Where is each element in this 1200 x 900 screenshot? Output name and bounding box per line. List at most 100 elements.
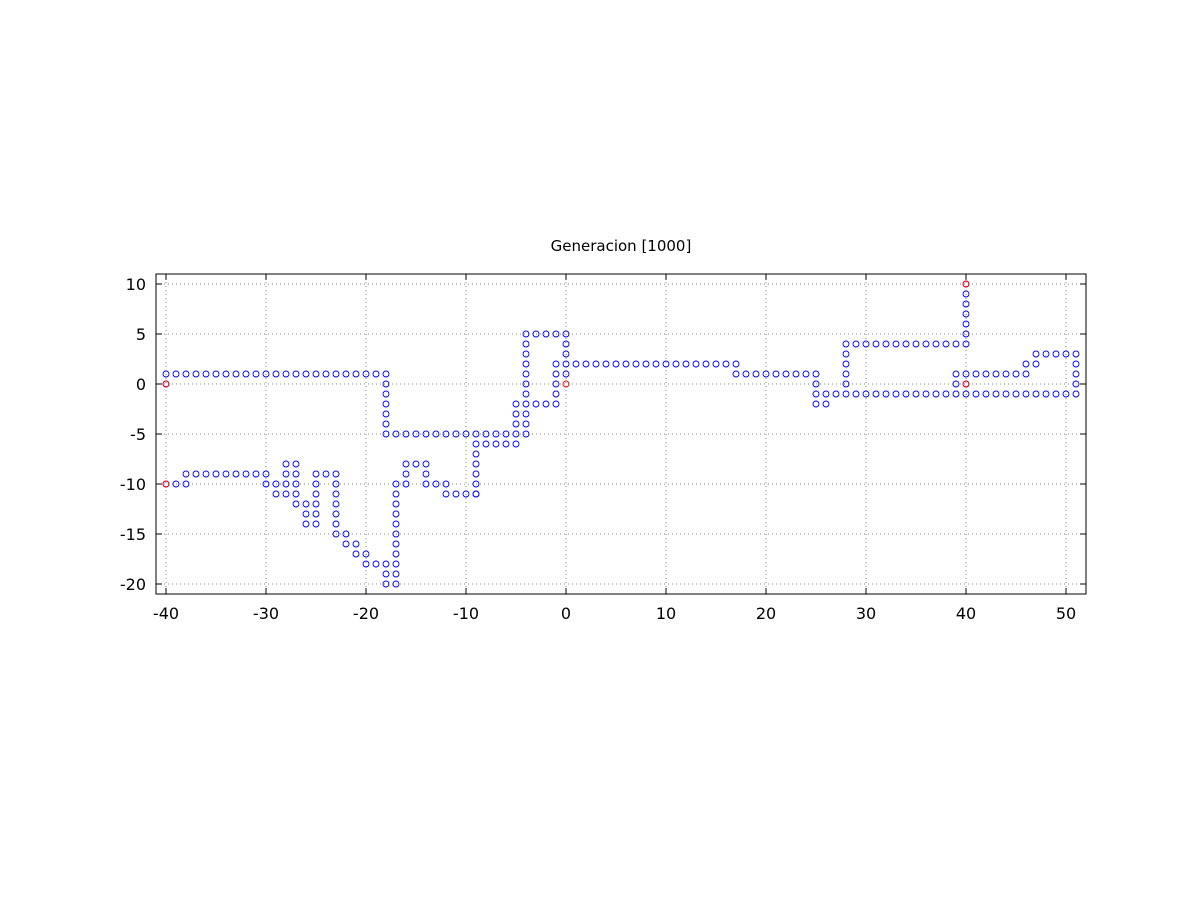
data-point: [932, 390, 940, 398]
data-point: [882, 340, 890, 348]
data-point: [952, 340, 960, 348]
data-point: [452, 430, 460, 438]
data-point: [422, 480, 430, 488]
data-point: [742, 370, 750, 378]
data-point: [562, 360, 570, 368]
data-point: [302, 520, 310, 528]
data-point: [172, 370, 180, 378]
data-point: [1002, 390, 1010, 398]
data-point: [792, 370, 800, 378]
data-point: [422, 460, 430, 468]
data-point: [232, 470, 240, 478]
data-point: [642, 360, 650, 368]
data-point: [972, 370, 980, 378]
data-point: [582, 360, 590, 368]
data-point: [342, 370, 350, 378]
data-point: [702, 360, 710, 368]
data-point: [312, 490, 320, 498]
data-point: [332, 530, 340, 538]
data-point: [392, 510, 400, 518]
data-point: [332, 370, 340, 378]
data-point: [922, 340, 930, 348]
data-point: [192, 370, 200, 378]
data-point: [472, 440, 480, 448]
data-point: [562, 380, 570, 388]
data-point: [892, 390, 900, 398]
data-point: [1072, 390, 1080, 398]
data-point: [752, 370, 760, 378]
data-point: [482, 440, 490, 448]
data-point: [552, 330, 560, 338]
data-point: [382, 430, 390, 438]
data-point: [252, 470, 260, 478]
data-point: [382, 370, 390, 378]
data-point: [312, 510, 320, 518]
data-point: [162, 370, 170, 378]
data-point: [1012, 370, 1020, 378]
data-point: [572, 360, 580, 368]
data-point: [172, 480, 180, 488]
data-point: [472, 480, 480, 488]
data-point: [422, 430, 430, 438]
data-point: [182, 480, 190, 488]
data-point: [1002, 370, 1010, 378]
x-tick-label: 10: [656, 604, 676, 623]
data-point: [312, 470, 320, 478]
data-point: [202, 370, 210, 378]
data-point: [942, 390, 950, 398]
data-point: [392, 540, 400, 548]
data-point: [962, 320, 970, 328]
data-point: [842, 350, 850, 358]
data-point: [262, 370, 270, 378]
data-point: [292, 500, 300, 508]
data-point: [562, 340, 570, 348]
data-point: [482, 430, 490, 438]
data-point: [622, 360, 630, 368]
data-point: [292, 370, 300, 378]
y-tick-label: -15: [120, 525, 146, 544]
data-point: [862, 390, 870, 398]
data-point: [472, 470, 480, 478]
x-tick-label: -20: [353, 604, 379, 623]
data-point: [282, 370, 290, 378]
data-point: [842, 390, 850, 398]
data-point: [552, 400, 560, 408]
data-point: [842, 360, 850, 368]
data-point: [862, 340, 870, 348]
data-point: [1022, 370, 1030, 378]
data-point: [202, 470, 210, 478]
data-point: [1042, 390, 1050, 398]
data-point: [952, 390, 960, 398]
data-point: [402, 460, 410, 468]
data-point: [412, 430, 420, 438]
data-point: [692, 360, 700, 368]
data-point: [472, 450, 480, 458]
data-point: [462, 490, 470, 498]
data-point: [262, 480, 270, 488]
x-tick-label: 20: [756, 604, 776, 623]
data-point: [192, 470, 200, 478]
data-point: [952, 380, 960, 388]
data-point: [712, 360, 720, 368]
data-point: [212, 470, 220, 478]
data-point: [962, 330, 970, 338]
data-point: [432, 480, 440, 488]
data-point: [912, 340, 920, 348]
data-point: [812, 390, 820, 398]
data-point: [392, 560, 400, 568]
x-tick-label: 40: [956, 604, 976, 623]
data-point: [902, 340, 910, 348]
data-point: [312, 370, 320, 378]
data-point: [392, 530, 400, 538]
data-point: [342, 530, 350, 538]
data-point: [962, 290, 970, 298]
data-point: [842, 340, 850, 348]
data-point: [672, 360, 680, 368]
data-point: [1032, 390, 1040, 398]
data-point: [972, 390, 980, 398]
data-point: [962, 390, 970, 398]
data-point: [1042, 350, 1050, 358]
data-point: [432, 430, 440, 438]
data-point: [392, 430, 400, 438]
data-point: [1072, 380, 1080, 388]
